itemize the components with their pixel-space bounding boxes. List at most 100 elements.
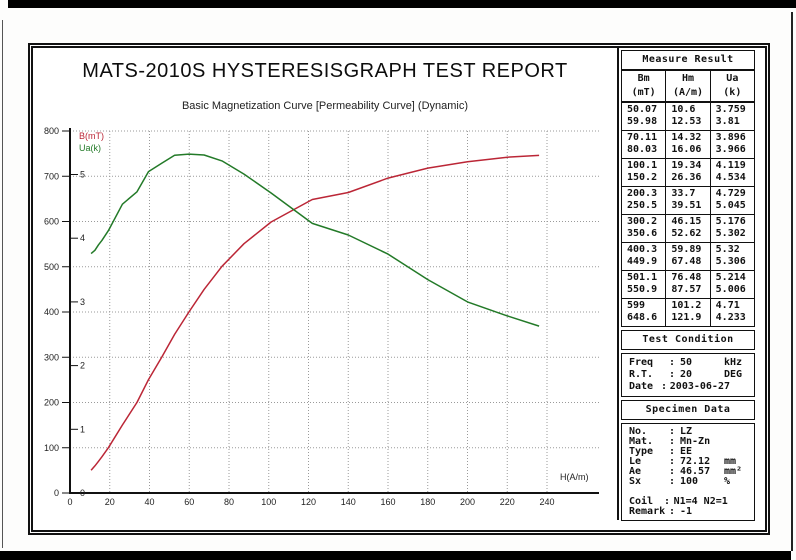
kv-line: R.T.:20 DEG <box>629 369 743 380</box>
svg-text:200: 200 <box>44 398 59 408</box>
measure-cell: 599 648.6 <box>622 299 667 326</box>
scan-right-edge <box>791 12 793 551</box>
measure-cell: 100.1 150.2 <box>622 159 667 186</box>
kv-line: Mat.: Mn-Zn <box>629 436 711 447</box>
ua-curve <box>90 153 540 327</box>
kv-line: Remark: -1 <box>629 506 693 517</box>
axes <box>69 128 599 494</box>
svg-text:60: 60 <box>184 497 194 507</box>
measure-cell: 501.1 550.9 <box>622 271 667 298</box>
measure-row: 400.3 449.9 59.89 67.48 5.32 5.306 <box>622 243 754 271</box>
report-frame: MATS-2010S HYSTERESISGRAPH TEST REPORT B… <box>28 43 770 535</box>
axis-legends: B(mT) Ua(k) H(A/m) <box>79 131 589 482</box>
measure-cell: 14.32 16.06 <box>666 131 711 158</box>
svg-text:180: 180 <box>420 497 435 507</box>
measure-result-title: Measure Result <box>622 51 754 71</box>
measure-cell: 3.759 3.81 <box>715 104 746 127</box>
measure-cell: 4.119 4.534 <box>715 160 746 183</box>
chart-subtitle: Basic Magnetization Curve [Permeability … <box>181 100 469 112</box>
measure-row: 70.11 80.03 14.32 16.06 3.896 3.966 <box>622 131 754 159</box>
test-condition-title: Test Condition <box>621 330 755 350</box>
measure-row: 599 648.6 101.2 121.9 4.71 4.233 <box>622 299 754 326</box>
kv-line: Coil: N1=4 N2=1 <box>629 496 728 507</box>
svg-text:0: 0 <box>67 497 72 507</box>
kv-line: Type: EE <box>629 446 693 457</box>
svg-text:Ua(k): Ua(k) <box>79 143 101 153</box>
measure-row: 501.1 550.9 76.48 87.57 5.214 5.006 <box>622 271 754 299</box>
svg-text:H(A/m): H(A/m) <box>560 472 589 482</box>
measure-cell: 5.176 5.302 <box>715 216 746 239</box>
svg-text:700: 700 <box>44 171 59 181</box>
measure-column-header: Hm (A/m) <box>666 71 711 101</box>
kv-line: Freq:50 kHz <box>629 357 743 368</box>
svg-text:800: 800 <box>44 126 59 136</box>
specimen-data-box: No.: LZ Mat.: Mn-Zn Type: EE Le:72.12 mm Ae:46.5… <box>621 423 755 521</box>
b-curve <box>90 154 540 471</box>
svg-text:100: 100 <box>44 443 59 453</box>
kv-line: Ae:46.57 mm² <box>629 466 743 477</box>
measure-row: 300.2 350.6 46.15 52.62 5.176 5.302 <box>622 215 754 243</box>
measure-cell: 5.214 5.006 <box>715 272 746 295</box>
kv-line: No.: LZ <box>629 426 693 437</box>
report-title: MATS-2010S HYSTERESISGRAPH TEST REPORT <box>82 60 568 82</box>
svg-text:500: 500 <box>44 262 59 272</box>
measure-column-header: Bm (mT) <box>622 71 667 101</box>
measure-result-header: Bm (mT) Hm (A/m) Ua (k) <box>622 71 754 103</box>
measure-cell: 5.32 5.306 <box>715 244 746 267</box>
svg-text:3: 3 <box>80 297 85 307</box>
results-panel: Measure Result Bm (mT) Hm (A/m) Ua (k) 50.07 5… <box>621 50 755 521</box>
measure-cell: 3.896 3.966 <box>715 132 746 155</box>
measure-cell: 50.07 59.98 <box>622 103 667 130</box>
svg-text:200: 200 <box>460 497 475 507</box>
svg-text:B(mT): B(mT) <box>79 131 104 141</box>
svg-text:0: 0 <box>54 488 59 498</box>
kv-line: Sx:100% <box>629 476 731 487</box>
measure-cell: 400.3 449.9 <box>622 243 667 270</box>
svg-text:1: 1 <box>80 424 85 434</box>
svg-text:600: 600 <box>44 217 59 227</box>
test-condition-box: Freq:50 kHz R.T.:20 DEG Date:2003-06-27 <box>621 353 755 397</box>
svg-text:160: 160 <box>380 497 395 507</box>
measure-cell: 10.6 12.53 <box>666 103 711 130</box>
measure-cell: 33.7 39.51 <box>666 187 711 214</box>
measure-result-table: Measure Result Bm (mT) Hm (A/m) Ua (k) 50.07 5… <box>621 50 755 327</box>
svg-text:100: 100 <box>261 497 276 507</box>
kv-line: Le:72.12 mm <box>629 456 737 467</box>
scan-bottom-bar <box>0 551 791 560</box>
measure-result-body: 50.07 59.98 10.6 12.53 3.759 3.81 70.11 80.03 14… <box>622 103 754 326</box>
svg-text:4: 4 <box>80 233 85 243</box>
scan-left-edge <box>2 20 3 548</box>
magnetization-chart: 0 100 200 300 400 500 600 700 800 0 1 2 3 4 5 0 20 40 60 80… <box>44 126 599 507</box>
svg-text:400: 400 <box>44 307 59 317</box>
measure-row: 100.1 150.2 19.34 26.36 4.119 4.534 <box>622 159 754 187</box>
svg-text:0: 0 <box>80 488 85 498</box>
svg-text:80: 80 <box>224 497 234 507</box>
svg-text:140: 140 <box>341 497 356 507</box>
measure-cell: 4.71 4.233 <box>715 300 746 323</box>
measure-cell: 200.3 250.5 <box>622 187 667 214</box>
scan-top-bar <box>8 0 796 8</box>
measure-cell: 300.2 350.6 <box>622 215 667 242</box>
svg-text:300: 300 <box>44 352 59 362</box>
measure-column-header: Ua (k) <box>723 73 742 98</box>
kv-line: Date:2003-06-27 <box>629 381 730 392</box>
measure-row: 50.07 59.98 10.6 12.53 3.759 3.81 <box>622 103 754 131</box>
section-divider <box>617 48 619 520</box>
measure-cell: 19.34 26.36 <box>666 159 711 186</box>
svg-text:2: 2 <box>80 361 85 371</box>
measure-cell: 4.729 5.045 <box>715 188 746 211</box>
measure-cell: 46.15 52.62 <box>666 215 711 242</box>
svg-text:120: 120 <box>301 497 316 507</box>
grid-lines <box>70 130 599 493</box>
svg-text:40: 40 <box>144 497 154 507</box>
measure-cell: 70.11 80.03 <box>622 131 667 158</box>
measure-cell: 101.2 121.9 <box>666 299 711 326</box>
svg-text:240: 240 <box>539 497 554 507</box>
svg-text:20: 20 <box>105 497 115 507</box>
measure-row: 200.3 250.5 33.7 39.51 4.729 5.045 <box>622 187 754 215</box>
specimen-data-title: Specimen Data <box>621 400 755 420</box>
measure-cell: 76.48 87.57 <box>666 271 711 298</box>
tick-labels: 0 100 200 300 400 500 600 700 800 0 1 2 3 4 5 0 20 40 60 80… <box>44 126 555 507</box>
measure-cell: 59.89 67.48 <box>666 243 711 270</box>
